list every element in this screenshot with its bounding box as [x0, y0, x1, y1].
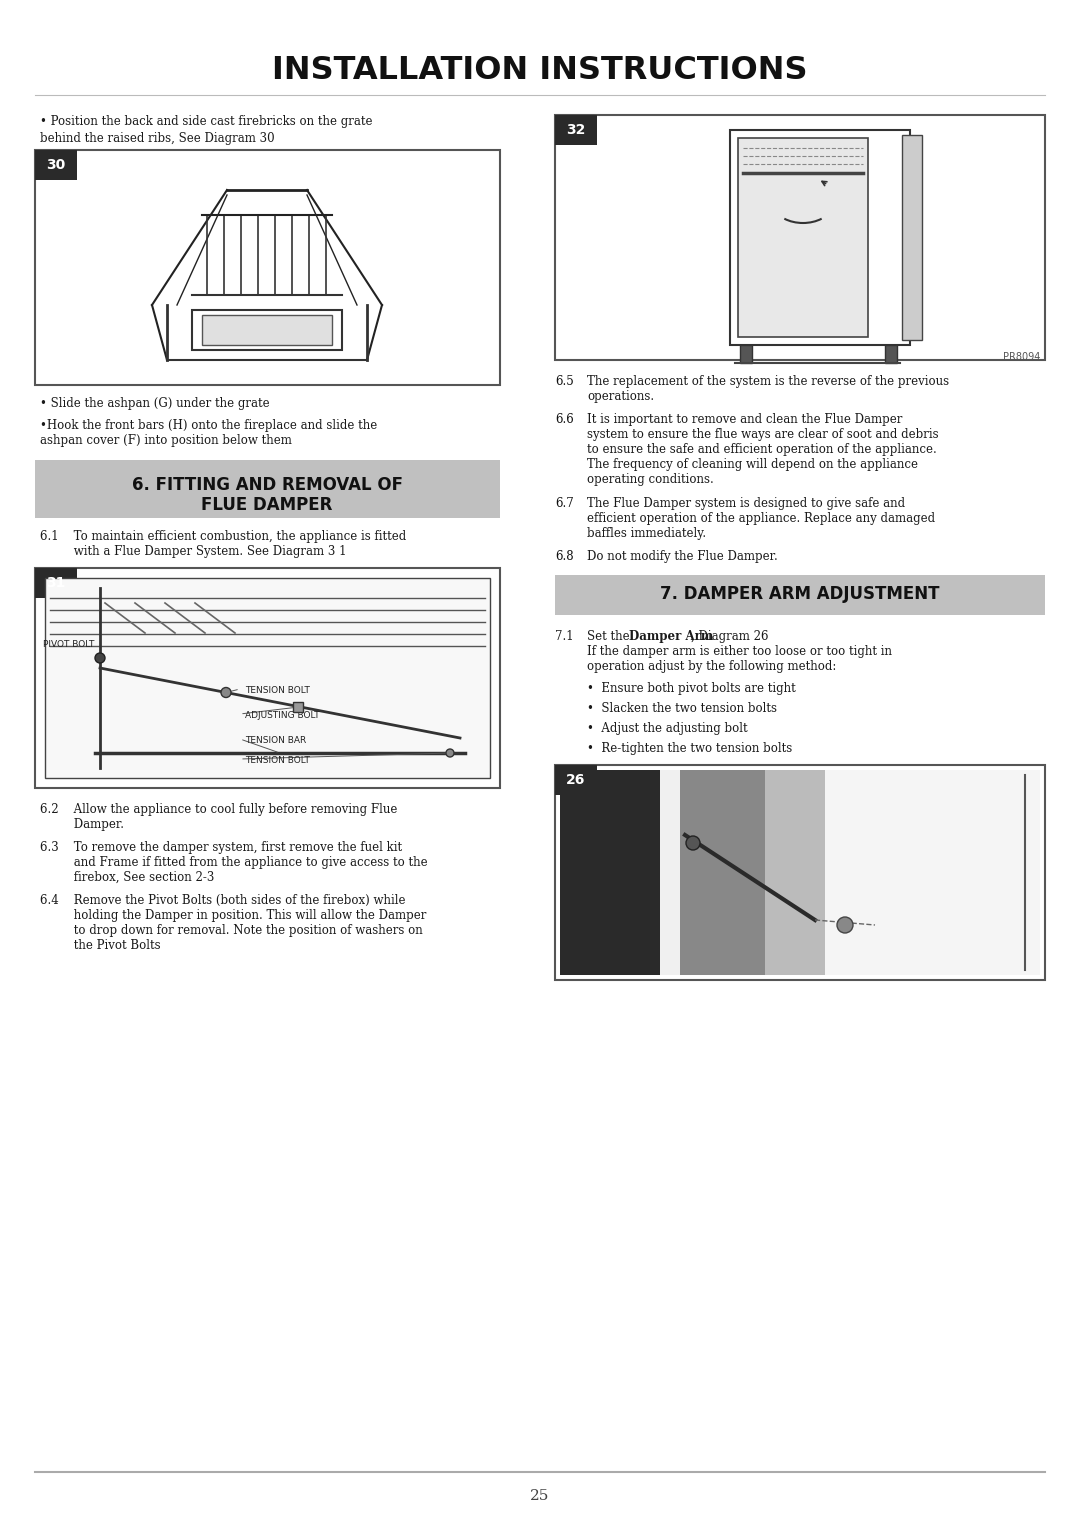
Text: The Flue Damper system is designed to give safe and: The Flue Damper system is designed to gi… — [588, 496, 905, 510]
Text: 6.4    Remove the Pivot Bolts (both sides of the firebox) while: 6.4 Remove the Pivot Bolts (both sides o… — [40, 893, 405, 907]
Text: 7. DAMPER ARM ADJUSTMENT: 7. DAMPER ARM ADJUSTMENT — [660, 585, 940, 603]
Text: •  Ensure both pivot bolts are tight: • Ensure both pivot bolts are tight — [588, 683, 796, 695]
Circle shape — [837, 918, 853, 933]
Bar — [765, 770, 825, 976]
Text: •  Adjust the adjusting bolt: • Adjust the adjusting bolt — [588, 722, 747, 734]
Text: TENSION BAR: TENSION BAR — [245, 736, 307, 745]
Text: the Pivot Bolts: the Pivot Bolts — [40, 939, 161, 951]
Text: to ensure the safe and efficient operation of the appliance.: to ensure the safe and efficient operati… — [588, 443, 936, 457]
Bar — [730, 130, 910, 345]
Text: FLUE DAMPER: FLUE DAMPER — [201, 496, 333, 515]
Circle shape — [686, 835, 700, 851]
Text: The frequency of cleaning will depend on the appliance: The frequency of cleaning will depend on… — [588, 458, 918, 470]
Bar — [740, 345, 752, 363]
Text: , Diagram 26: , Diagram 26 — [691, 631, 769, 643]
FancyArrowPatch shape — [822, 182, 827, 186]
Text: TENSION BOLT: TENSION BOLT — [245, 756, 310, 765]
Text: holding the Damper in position. This will allow the Damper: holding the Damper in position. This wil… — [40, 909, 427, 922]
Text: to drop down for removal. Note the position of washers on: to drop down for removal. Note the posit… — [40, 924, 422, 938]
Bar — [35, 568, 500, 788]
Bar — [902, 134, 922, 341]
Text: behind the raised ribs, See Diagram 30: behind the raised ribs, See Diagram 30 — [40, 131, 274, 145]
Text: 6.2    Allow the appliance to cool fully before removing Flue: 6.2 Allow the appliance to cool fully be… — [40, 803, 397, 815]
Text: ADJUSTING BOLT: ADJUSTING BOLT — [245, 712, 320, 721]
Bar — [555, 115, 1045, 360]
Text: ashpan cover (F) into position below them: ashpan cover (F) into position below the… — [40, 434, 292, 447]
Text: •  Re-tighten the two tension bolts: • Re-tighten the two tension bolts — [588, 742, 793, 754]
Bar — [35, 150, 77, 180]
Text: • Position the back and side cast firebricks on the grate: • Position the back and side cast firebr… — [40, 115, 373, 128]
Text: operation adjust by the following method:: operation adjust by the following method… — [588, 660, 836, 673]
Text: 30: 30 — [46, 157, 66, 173]
Text: • Slide the ashpan (G) under the grate: • Slide the ashpan (G) under the grate — [40, 397, 270, 411]
Text: system to ensure the flue ways are clear of soot and debris: system to ensure the flue ways are clear… — [588, 428, 939, 441]
Text: 6.3    To remove the damper system, first remove the fuel kit: 6.3 To remove the damper system, first r… — [40, 841, 402, 854]
Text: 6.8: 6.8 — [555, 550, 573, 563]
Bar — [35, 150, 500, 385]
Text: PIVOT BOLT: PIVOT BOLT — [43, 640, 94, 649]
Text: Set the: Set the — [588, 631, 633, 643]
Bar — [192, 310, 342, 350]
Text: operations.: operations. — [588, 389, 654, 403]
Text: 7.1: 7.1 — [555, 631, 573, 643]
Text: •  Slacken the two tension bolts: • Slacken the two tension bolts — [588, 702, 777, 715]
Text: Do not modify the Flue Damper.: Do not modify the Flue Damper. — [588, 550, 778, 563]
Circle shape — [95, 654, 105, 663]
Bar — [680, 770, 765, 976]
Text: 32: 32 — [566, 124, 585, 137]
Text: with a Flue Damper System. See Diagram 3 1: with a Flue Damper System. See Diagram 3… — [40, 545, 347, 557]
Bar — [660, 770, 680, 976]
Text: INSTALLATION INSTRUCTIONS: INSTALLATION INSTRUCTIONS — [272, 55, 808, 86]
Text: 6.7: 6.7 — [555, 496, 573, 510]
Bar — [885, 345, 897, 363]
Bar — [561, 770, 660, 976]
Text: 31: 31 — [46, 576, 66, 589]
Text: Damper Arm: Damper Arm — [629, 631, 713, 643]
Text: firebox, See section 2-3: firebox, See section 2-3 — [40, 870, 214, 884]
Text: 6.5: 6.5 — [555, 376, 573, 388]
Text: efficient operation of the appliance. Replace any damaged: efficient operation of the appliance. Re… — [588, 512, 935, 525]
Bar — [35, 568, 77, 599]
Bar — [555, 576, 1045, 615]
Text: If the damper arm is either too loose or too tight in: If the damper arm is either too loose or… — [588, 644, 892, 658]
Text: Damper.: Damper. — [40, 818, 124, 831]
Text: PR8094: PR8094 — [1002, 353, 1040, 362]
Text: 26: 26 — [566, 773, 585, 786]
Bar — [825, 770, 1040, 976]
Text: 6. FITTING AND REMOVAL OF: 6. FITTING AND REMOVAL OF — [132, 476, 403, 495]
Text: The replacement of the system is the reverse of the previous: The replacement of the system is the rev… — [588, 376, 949, 388]
Circle shape — [221, 687, 231, 698]
Bar — [35, 460, 500, 518]
Bar — [202, 315, 332, 345]
Text: 25: 25 — [530, 1489, 550, 1503]
Bar — [293, 701, 303, 712]
Text: •Hook the front bars (H) onto the fireplace and slide the: •Hook the front bars (H) onto the firepl… — [40, 418, 377, 432]
Bar — [555, 765, 1045, 980]
Bar — [555, 115, 597, 145]
Bar — [45, 579, 490, 777]
Text: and Frame if fitted from the appliance to give access to the: and Frame if fitted from the appliance t… — [40, 857, 428, 869]
Text: 6.6: 6.6 — [555, 412, 573, 426]
Text: TENSION BOLT: TENSION BOLT — [245, 686, 310, 695]
Text: operating conditions.: operating conditions. — [588, 473, 714, 486]
Bar — [555, 765, 597, 796]
Text: 6.1    To maintain efficient combustion, the appliance is fitted: 6.1 To maintain efficient combustion, th… — [40, 530, 406, 544]
Circle shape — [446, 750, 454, 757]
Bar — [738, 137, 868, 337]
Text: baffles immediately.: baffles immediately. — [588, 527, 706, 541]
Text: It is important to remove and clean the Flue Damper: It is important to remove and clean the … — [588, 412, 903, 426]
